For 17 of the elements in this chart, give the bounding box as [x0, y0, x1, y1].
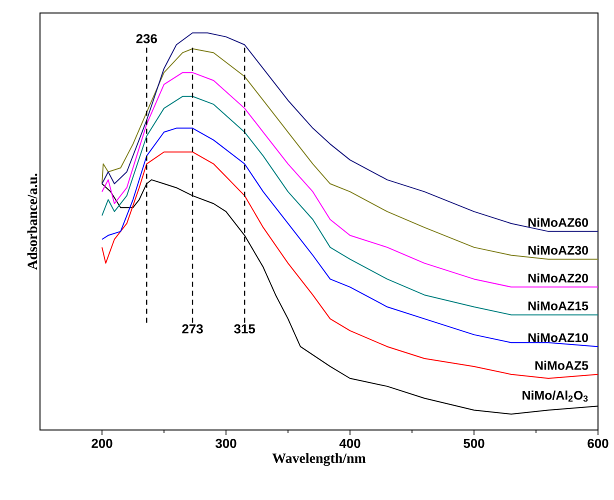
ref-line-label: 315 — [234, 324, 256, 334]
series-label: NiMoAZ5 — [535, 360, 588, 370]
x-tick-label: 400 — [339, 438, 360, 448]
y-axis-title: Adsorbance/a.u. — [27, 174, 38, 270]
series-label: NiMoAZ20 — [528, 273, 588, 283]
series-label: NiMoAZ60 — [528, 218, 588, 227]
series-label: NiMoAZ30 — [528, 246, 588, 255]
x-tick-label: 300 — [215, 438, 236, 448]
x-tick-label: 500 — [464, 438, 484, 448]
series-label: NiMo/Al$_{2}$O$_{3}$ — [522, 390, 588, 402]
ref-line-label: 236 — [136, 34, 157, 44]
x-tick-label: 600 — [588, 438, 608, 448]
x-axis-title: Wavelength/nm — [272, 453, 366, 466]
series-label: NiMoAZ10 — [528, 332, 588, 342]
ref-line-label: 273 — [182, 324, 203, 334]
series-label: NiMoAZ15 — [528, 301, 588, 310]
x-tick-label: 200 — [92, 438, 112, 448]
